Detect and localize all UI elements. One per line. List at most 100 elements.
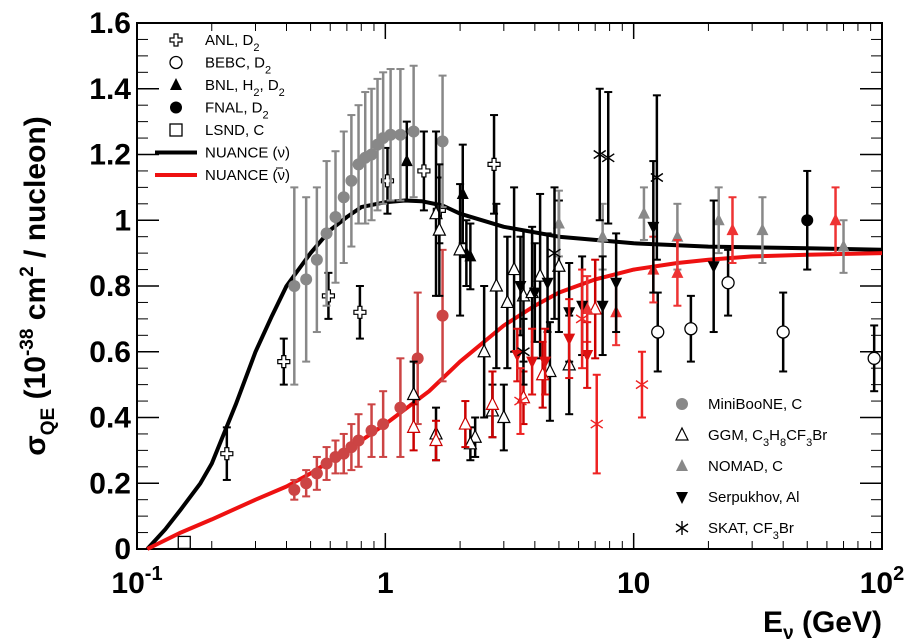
data-point: [588, 300, 603, 315]
data-point: [288, 280, 301, 292]
series-miniboone-c-: [288, 248, 449, 501]
data-point: [377, 418, 390, 431]
data-point: [601, 150, 615, 165]
data-point: [400, 154, 413, 167]
x-tick-label: 1: [377, 567, 394, 600]
data-point: [528, 287, 541, 300]
star-stroke: [675, 523, 689, 533]
y-sigma: σ: [19, 435, 52, 456]
data-points: [177, 64, 881, 550]
data-point: [610, 277, 623, 290]
data-point: [288, 483, 301, 496]
data-point: [707, 261, 720, 274]
legend-label: BEBC, D2: [205, 55, 271, 77]
data-point: [429, 432, 443, 447]
legend-marker: [676, 459, 688, 471]
legend-item: LSND, C: [169, 122, 264, 139]
data-point: [500, 294, 515, 309]
y-tick-label: 0.8: [89, 270, 131, 303]
data-point: [394, 128, 407, 141]
y-tick-label: 1.6: [89, 7, 131, 40]
data-point: [542, 363, 557, 378]
legend-label: NUANCE (ν): [205, 145, 290, 162]
data-point: [365, 148, 378, 161]
y-mid2: cm: [19, 277, 52, 329]
data-point: [353, 305, 367, 319]
legend-marker: [169, 33, 183, 47]
legend-item: Serpukhov, Al: [676, 489, 799, 506]
data-point: [596, 300, 609, 313]
data-point: [345, 174, 358, 187]
data-point: [487, 157, 501, 171]
y-tick-label: 0.4: [89, 402, 131, 435]
data-point: [320, 457, 333, 470]
data-point: [756, 223, 769, 236]
legend-label: MiniBooNE, C: [708, 396, 802, 413]
data-point: [485, 396, 500, 410]
curves: [145, 198, 883, 551]
y-tick-label: 0.6: [89, 336, 131, 369]
data-point: [650, 170, 664, 185]
legend-label: FNAL, D2: [205, 100, 269, 122]
x-sub: ν: [783, 623, 794, 644]
data-point: [458, 415, 473, 430]
x-tick-label: 102: [860, 563, 905, 600]
y-axis: 0 0.2 0.4 0.6 0.8 1 1.2 1.4 1.6: [89, 7, 882, 566]
x-tick-label: 10: [617, 567, 650, 600]
series-miniboone-c-: [288, 64, 449, 386]
data-point: [539, 356, 552, 369]
data-point: [337, 191, 350, 204]
data-point: [552, 216, 565, 229]
series-skat-cf3br: [517, 87, 664, 386]
data-point: [352, 434, 365, 447]
data-point: [684, 322, 698, 336]
star-stroke: [590, 419, 604, 429]
data-point: [321, 289, 336, 303]
legend-item: BNL, H2, D2: [170, 77, 285, 99]
star-stroke: [575, 314, 589, 324]
data-point: [310, 253, 323, 266]
legend-marker: [675, 426, 689, 441]
legend-marker: [170, 78, 182, 90]
y-sub: QE: [38, 408, 59, 435]
star-stroke: [548, 248, 561, 258]
y-tick-label: 1: [114, 204, 131, 237]
data-point: [507, 261, 522, 276]
y-axis-title: σQE (10-38 cm2 / nucleon): [17, 116, 59, 455]
data-point: [801, 214, 814, 227]
data-point: [867, 351, 881, 365]
data-point: [177, 535, 191, 550]
data-point: [526, 356, 539, 369]
data-point: [365, 424, 378, 437]
data-point: [514, 281, 527, 293]
legend-marker: [169, 123, 183, 137]
data-point: [635, 377, 649, 392]
star-stroke: [517, 347, 530, 357]
legend-label: NOMAD, C: [708, 458, 783, 475]
data-point: [456, 186, 469, 199]
x-axis-title: Eν (GeV): [763, 606, 882, 644]
data-point: [541, 277, 554, 290]
y-mid: (10: [19, 356, 52, 408]
legend-label: BNL, H2, D2: [205, 77, 285, 99]
x-tick-label: 10-1: [111, 563, 162, 600]
star-stroke: [593, 149, 607, 160]
data-point: [496, 409, 511, 424]
data-point: [407, 125, 420, 138]
legend-item: ANL, D2: [169, 32, 259, 54]
legend-label: ANL, D2: [205, 32, 259, 54]
data-point: [406, 419, 421, 433]
data-point: [651, 325, 665, 339]
series-bebc-d2: [651, 248, 881, 393]
data-point: [384, 128, 397, 141]
data-point: [514, 394, 527, 409]
data-point: [721, 276, 735, 290]
data-point: [436, 309, 449, 322]
y-tick-label: 0: [114, 533, 131, 566]
curve-nuance-nu: [145, 198, 883, 551]
legend-bottom: MiniBooNE, C GGM, C3H8CF3Br NOMAD, C Serpuk…: [675, 396, 827, 542]
y-tick-label: 1.2: [89, 139, 131, 172]
data-point: [489, 277, 504, 292]
series-ggm-red: [406, 258, 603, 462]
